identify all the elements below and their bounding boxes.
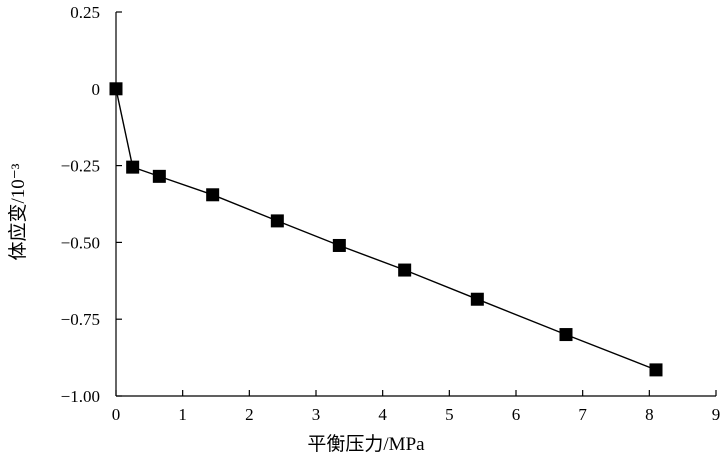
y-axis-title: 体应变/10⁻³ <box>7 163 29 260</box>
y-tick-label: 0.25 <box>70 3 100 22</box>
x-tick-label: 7 <box>578 405 587 424</box>
x-tick-label: 0 <box>112 405 121 424</box>
data-point <box>470 292 484 306</box>
x-axis-title: 平衡压力/MPa <box>307 433 425 455</box>
data-point <box>109 82 123 96</box>
tick-labels: 0 1 2 3 4 5 6 7 8 9 0.25 0 −0.25 −0.50 −0.75 −1.00 <box>61 3 721 424</box>
y-tick-label: −0.75 <box>61 310 100 329</box>
x-tick-label: 3 <box>312 405 321 424</box>
y-tick-label: −1.00 <box>61 387 100 406</box>
data-point <box>270 214 284 228</box>
x-tick-label: 8 <box>645 405 654 424</box>
data-point <box>332 238 346 252</box>
x-tick-label: 6 <box>512 405 521 424</box>
axes <box>115 12 716 397</box>
x-tick-label: 9 <box>712 405 721 424</box>
y-tick-label: −0.25 <box>61 157 100 176</box>
x-tick-label: 5 <box>445 405 454 424</box>
ticks <box>115 11 717 397</box>
data-point <box>559 328 573 342</box>
x-tick-label: 4 <box>378 405 387 424</box>
x-tick-label: 1 <box>178 405 187 424</box>
y-tick-label: 0 <box>92 80 101 99</box>
series-line <box>115 88 657 371</box>
data-markers <box>109 82 663 377</box>
data-point <box>649 363 663 377</box>
data-point <box>398 263 412 277</box>
data-point <box>126 160 140 174</box>
y-tick-label: −0.50 <box>61 233 100 252</box>
data-point <box>152 169 166 183</box>
data-point <box>206 188 220 202</box>
x-tick-label: 2 <box>245 405 254 424</box>
